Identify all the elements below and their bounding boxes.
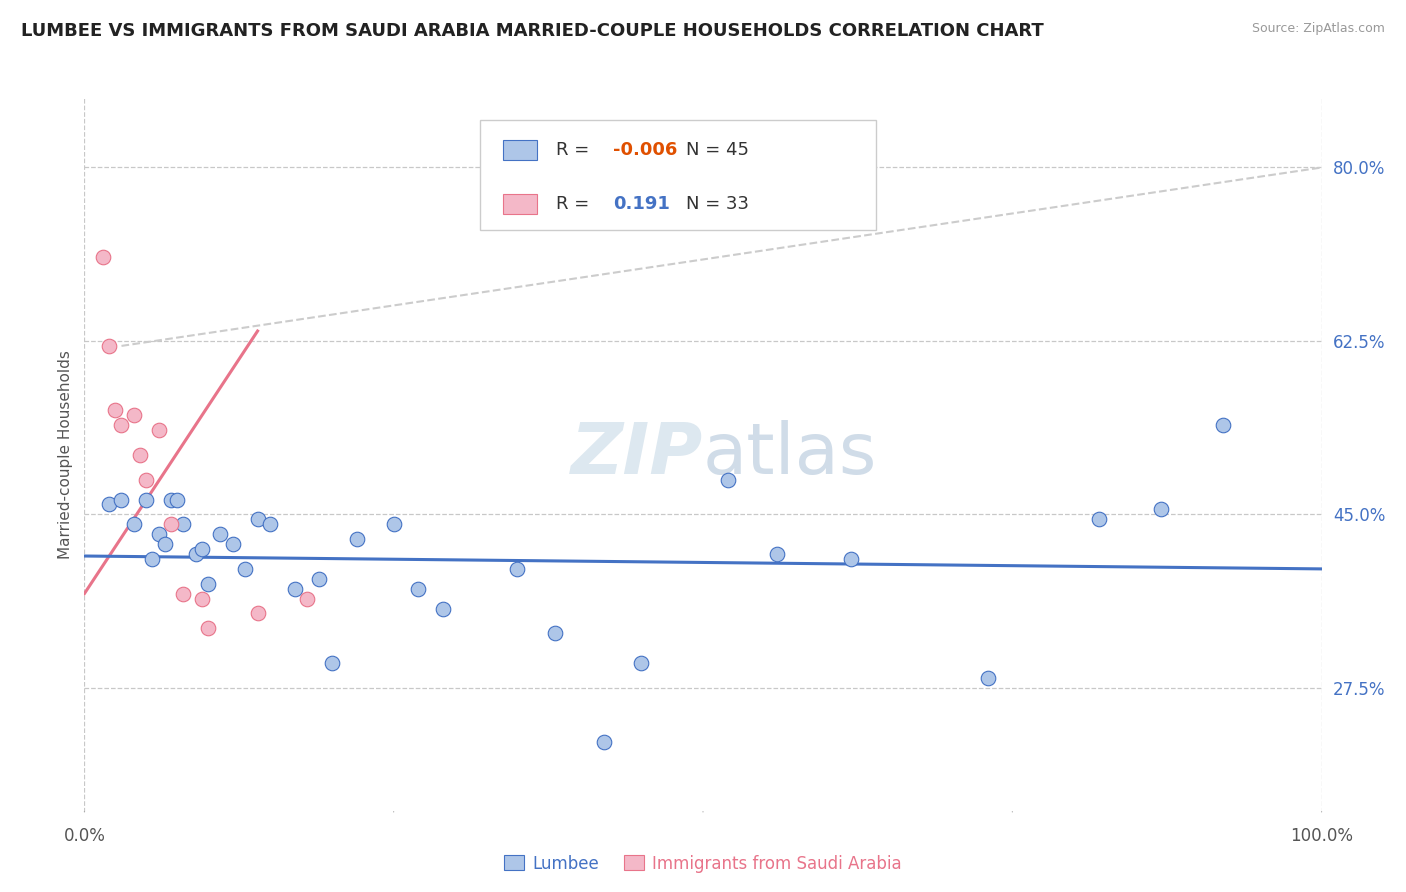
Point [717,473,740,487]
Point [166,492,188,507]
Point [1212,418,1234,433]
Point [110,492,132,507]
Point [197,621,219,635]
Text: N = 33: N = 33 [686,194,748,212]
Point [172,587,194,601]
Point [841,552,863,566]
Text: R =: R = [555,141,595,159]
Point [122,517,145,532]
Point [308,572,330,586]
Point [160,517,183,532]
Point [148,527,170,541]
Text: 100.0%: 100.0% [1291,827,1353,845]
Text: N = 45: N = 45 [686,141,748,159]
Text: ZIP: ZIP [571,420,703,490]
Point [141,552,163,566]
Point [246,607,269,621]
Point [110,418,132,433]
Point [382,517,405,532]
Point [129,448,152,462]
Point [233,562,256,576]
Bar [502,194,537,214]
Text: -0.006: -0.006 [613,141,678,159]
Point [1088,512,1111,526]
Legend: Lumbee, Immigrants from Saudi Arabia: Lumbee, Immigrants from Saudi Arabia [498,848,908,880]
Text: Source: ZipAtlas.com: Source: ZipAtlas.com [1251,22,1385,36]
Point [148,423,170,437]
Point [630,656,652,670]
Point [135,492,157,507]
Point [766,547,789,561]
Point [172,517,194,532]
Point [191,591,214,606]
Point [209,527,232,541]
Point [197,576,219,591]
Point [506,562,529,576]
Bar [502,140,537,161]
Point [135,473,157,487]
FancyBboxPatch shape [481,120,876,230]
Point [408,582,430,596]
Point [543,626,565,640]
Y-axis label: Married-couple Households: Married-couple Households [58,351,73,559]
Point [98,339,121,353]
Point [122,409,145,423]
Point [222,537,245,551]
Text: 0.0%: 0.0% [63,827,105,845]
Point [593,735,616,749]
Point [321,656,343,670]
Point [295,591,318,606]
Point [91,250,114,264]
Text: LUMBEE VS IMMIGRANTS FROM SAUDI ARABIA MARRIED-COUPLE HOUSEHOLDS CORRELATION CHA: LUMBEE VS IMMIGRANTS FROM SAUDI ARABIA M… [21,22,1043,40]
Point [191,542,214,557]
Point [346,532,368,546]
Point [1150,502,1173,516]
Point [976,671,998,685]
Point [259,517,281,532]
Text: atlas: atlas [703,420,877,490]
Point [160,492,183,507]
Point [184,547,207,561]
Point [104,403,127,417]
Text: R =: R = [555,194,595,212]
Point [284,582,307,596]
Text: 0.191: 0.191 [613,194,669,212]
Point [98,498,121,512]
Point [153,537,176,551]
Point [246,512,269,526]
Point [432,601,454,615]
